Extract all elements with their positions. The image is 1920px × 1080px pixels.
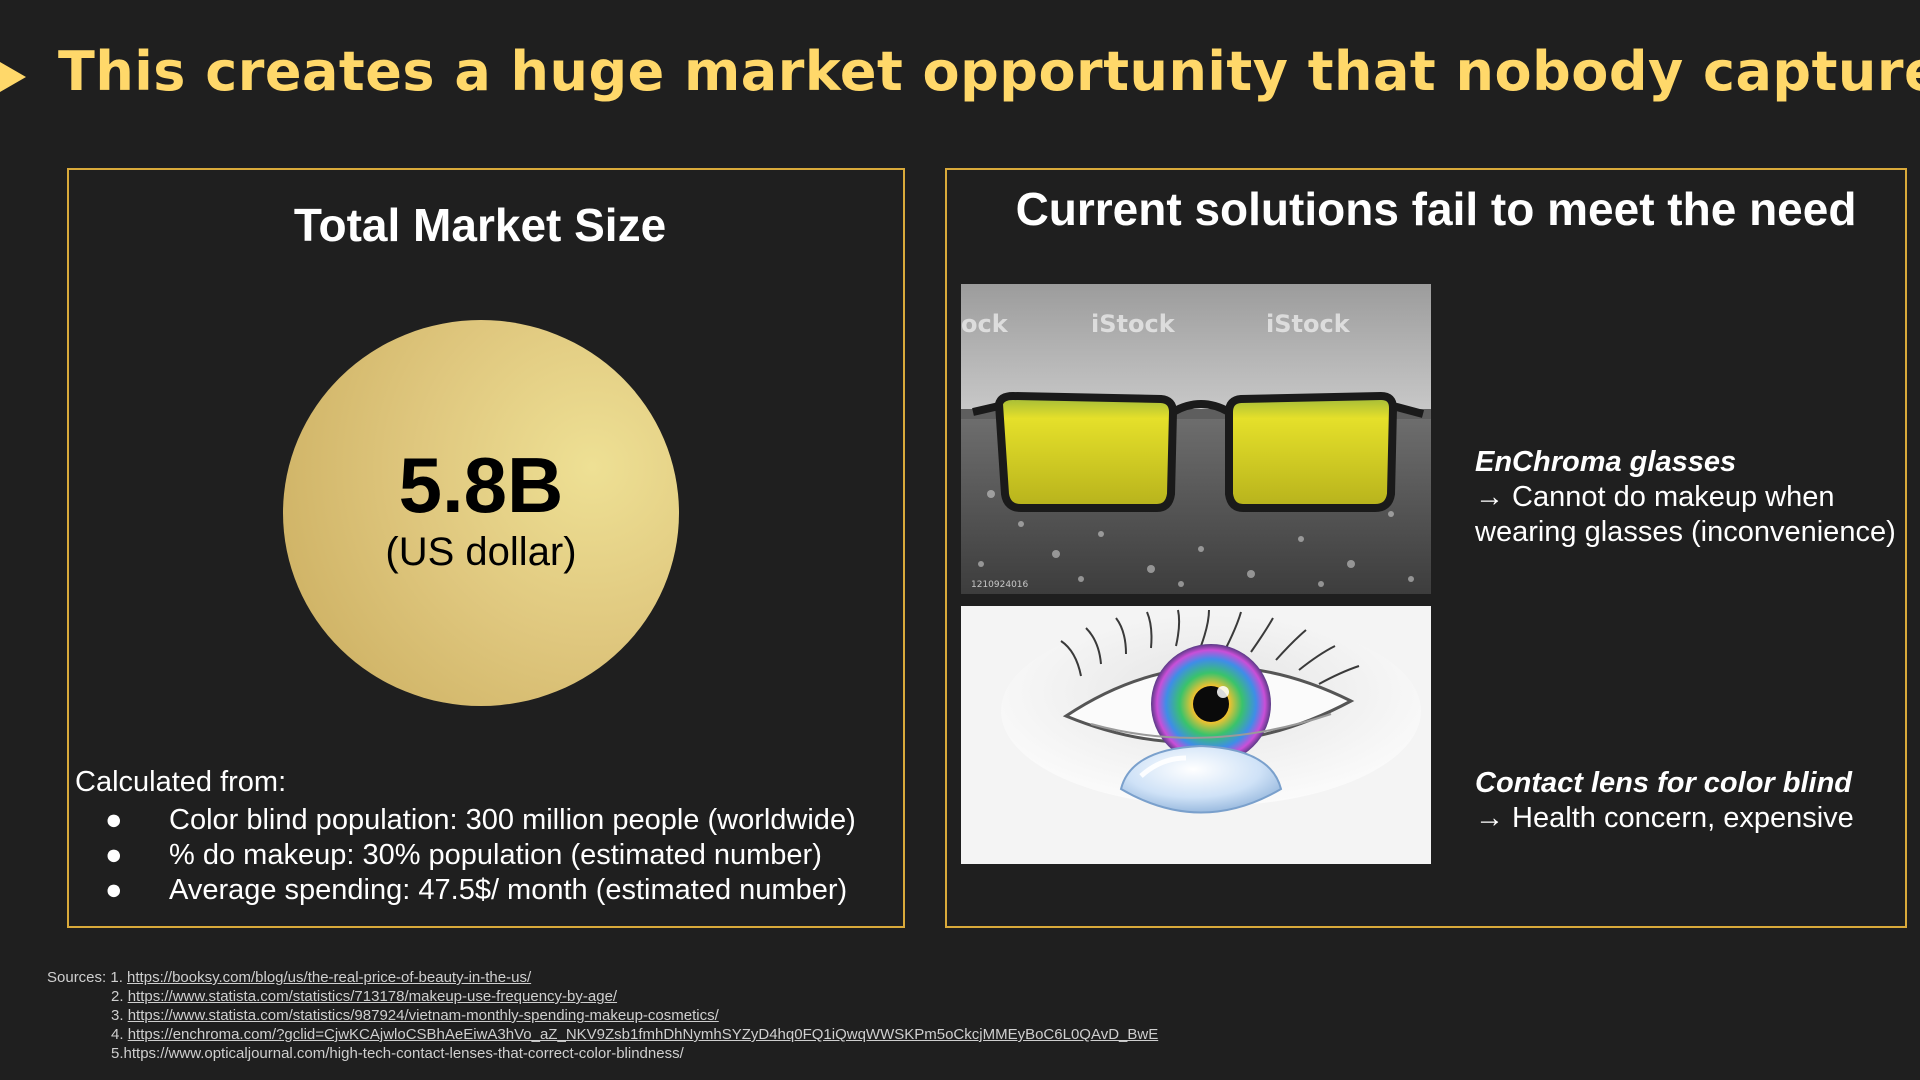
solution-contact-lens: Contact lens for color blind → Health co… (1475, 766, 1854, 836)
calculation-item-text: % do makeup: 30% population (estimated n… (169, 839, 822, 871)
source-number: 2. (111, 988, 124, 1005)
calculation-item-text: Average spending: 47.5$/ month (estimate… (169, 874, 848, 906)
contact-lens-image (961, 606, 1431, 864)
calculation-item-text: Color blind population: 300 million peop… (169, 804, 856, 836)
photo-id-text: 1210924016 (971, 580, 1029, 590)
market-size-unit: (US dollar) (385, 530, 577, 574)
source-link[interactable]: https://www.statista.com/statistics/9879… (127, 1007, 719, 1024)
source-link[interactable]: https://booksy.com/blog/us/the-real-pric… (127, 969, 532, 986)
source-row: 4. https://enchroma.com/?gclid=CjwKCAjwl… (47, 1025, 1158, 1044)
calculation-item: ● Color blind population: 300 million pe… (75, 803, 856, 838)
bullet-icon: ● (105, 874, 123, 906)
title-arrow-icon (0, 62, 26, 92)
solution-issue: → Cannot do makeup when (1475, 481, 1835, 513)
solution-enchroma: EnChroma glasses → Cannot do makeup when… (1475, 445, 1896, 550)
bullet-icon: ● (105, 804, 123, 836)
calculation-list: ● Color blind population: 300 million pe… (75, 803, 856, 908)
slide-title: This creates a huge market opportunity t… (58, 40, 1920, 103)
market-size-heading: Total Market Size (293, 199, 667, 251)
source-number: 4. (111, 1026, 124, 1043)
sources-section: Sources: 1. https://booksy.com/blog/us/t… (47, 968, 1158, 1063)
current-solutions-panel: Current solutions fail to meet the need (945, 168, 1907, 928)
watermark-text: iStock (1266, 310, 1351, 338)
watermark-text: iStock (1091, 310, 1176, 338)
solution-name: EnChroma glasses (1475, 446, 1737, 478)
calculation-intro: Calculated from: (75, 766, 287, 798)
source-link[interactable]: https://www.statista.com/statistics/7131… (127, 988, 618, 1005)
solution-issue: → Health concern, expensive (1475, 802, 1854, 834)
solution-issue: wearing glasses (inconvenience) (1475, 516, 1896, 548)
source-link[interactable]: https://enchroma.com/?gclid=CjwKCAjwloCS… (127, 1026, 1159, 1043)
calculation-item: ● % do makeup: 30% population (estimated… (75, 838, 856, 873)
source-row: 5.https://www.opticaljournal.com/high-te… (47, 1044, 1158, 1063)
current-solutions-heading: Current solutions fail to meet the need (1015, 183, 1857, 235)
enchroma-glasses-image: ock iStock iStock 1210924016 (961, 284, 1431, 594)
solution-name: Contact lens for color blind (1475, 767, 1853, 799)
watermark-text: ock (961, 310, 1009, 338)
market-size-circle: 5.8B (US dollar) (283, 320, 679, 706)
source-row: Sources: 1. https://booksy.com/blog/us/t… (47, 968, 1158, 987)
calculation-section: Calculated from: ● Color blind populatio… (75, 766, 856, 908)
calculation-item: ● Average spending: 47.5$/ month (estima… (75, 873, 856, 908)
market-size-panel: Total Market Size 5.8B (US dollar) Calcu… (67, 168, 905, 928)
source-number: 3. (111, 1007, 124, 1024)
market-size-value: 5.8B (398, 441, 564, 529)
bullet-icon: ● (105, 839, 123, 871)
sources-label: Sources: 1. (47, 969, 123, 986)
source-number: 5. (111, 1045, 124, 1062)
source-row: 2. https://www.statista.com/statistics/7… (47, 987, 1158, 1006)
source-row: 3. https://www.statista.com/statistics/9… (47, 1006, 1158, 1025)
source-text: https://www.opticaljournal.com/high-tech… (123, 1045, 684, 1062)
